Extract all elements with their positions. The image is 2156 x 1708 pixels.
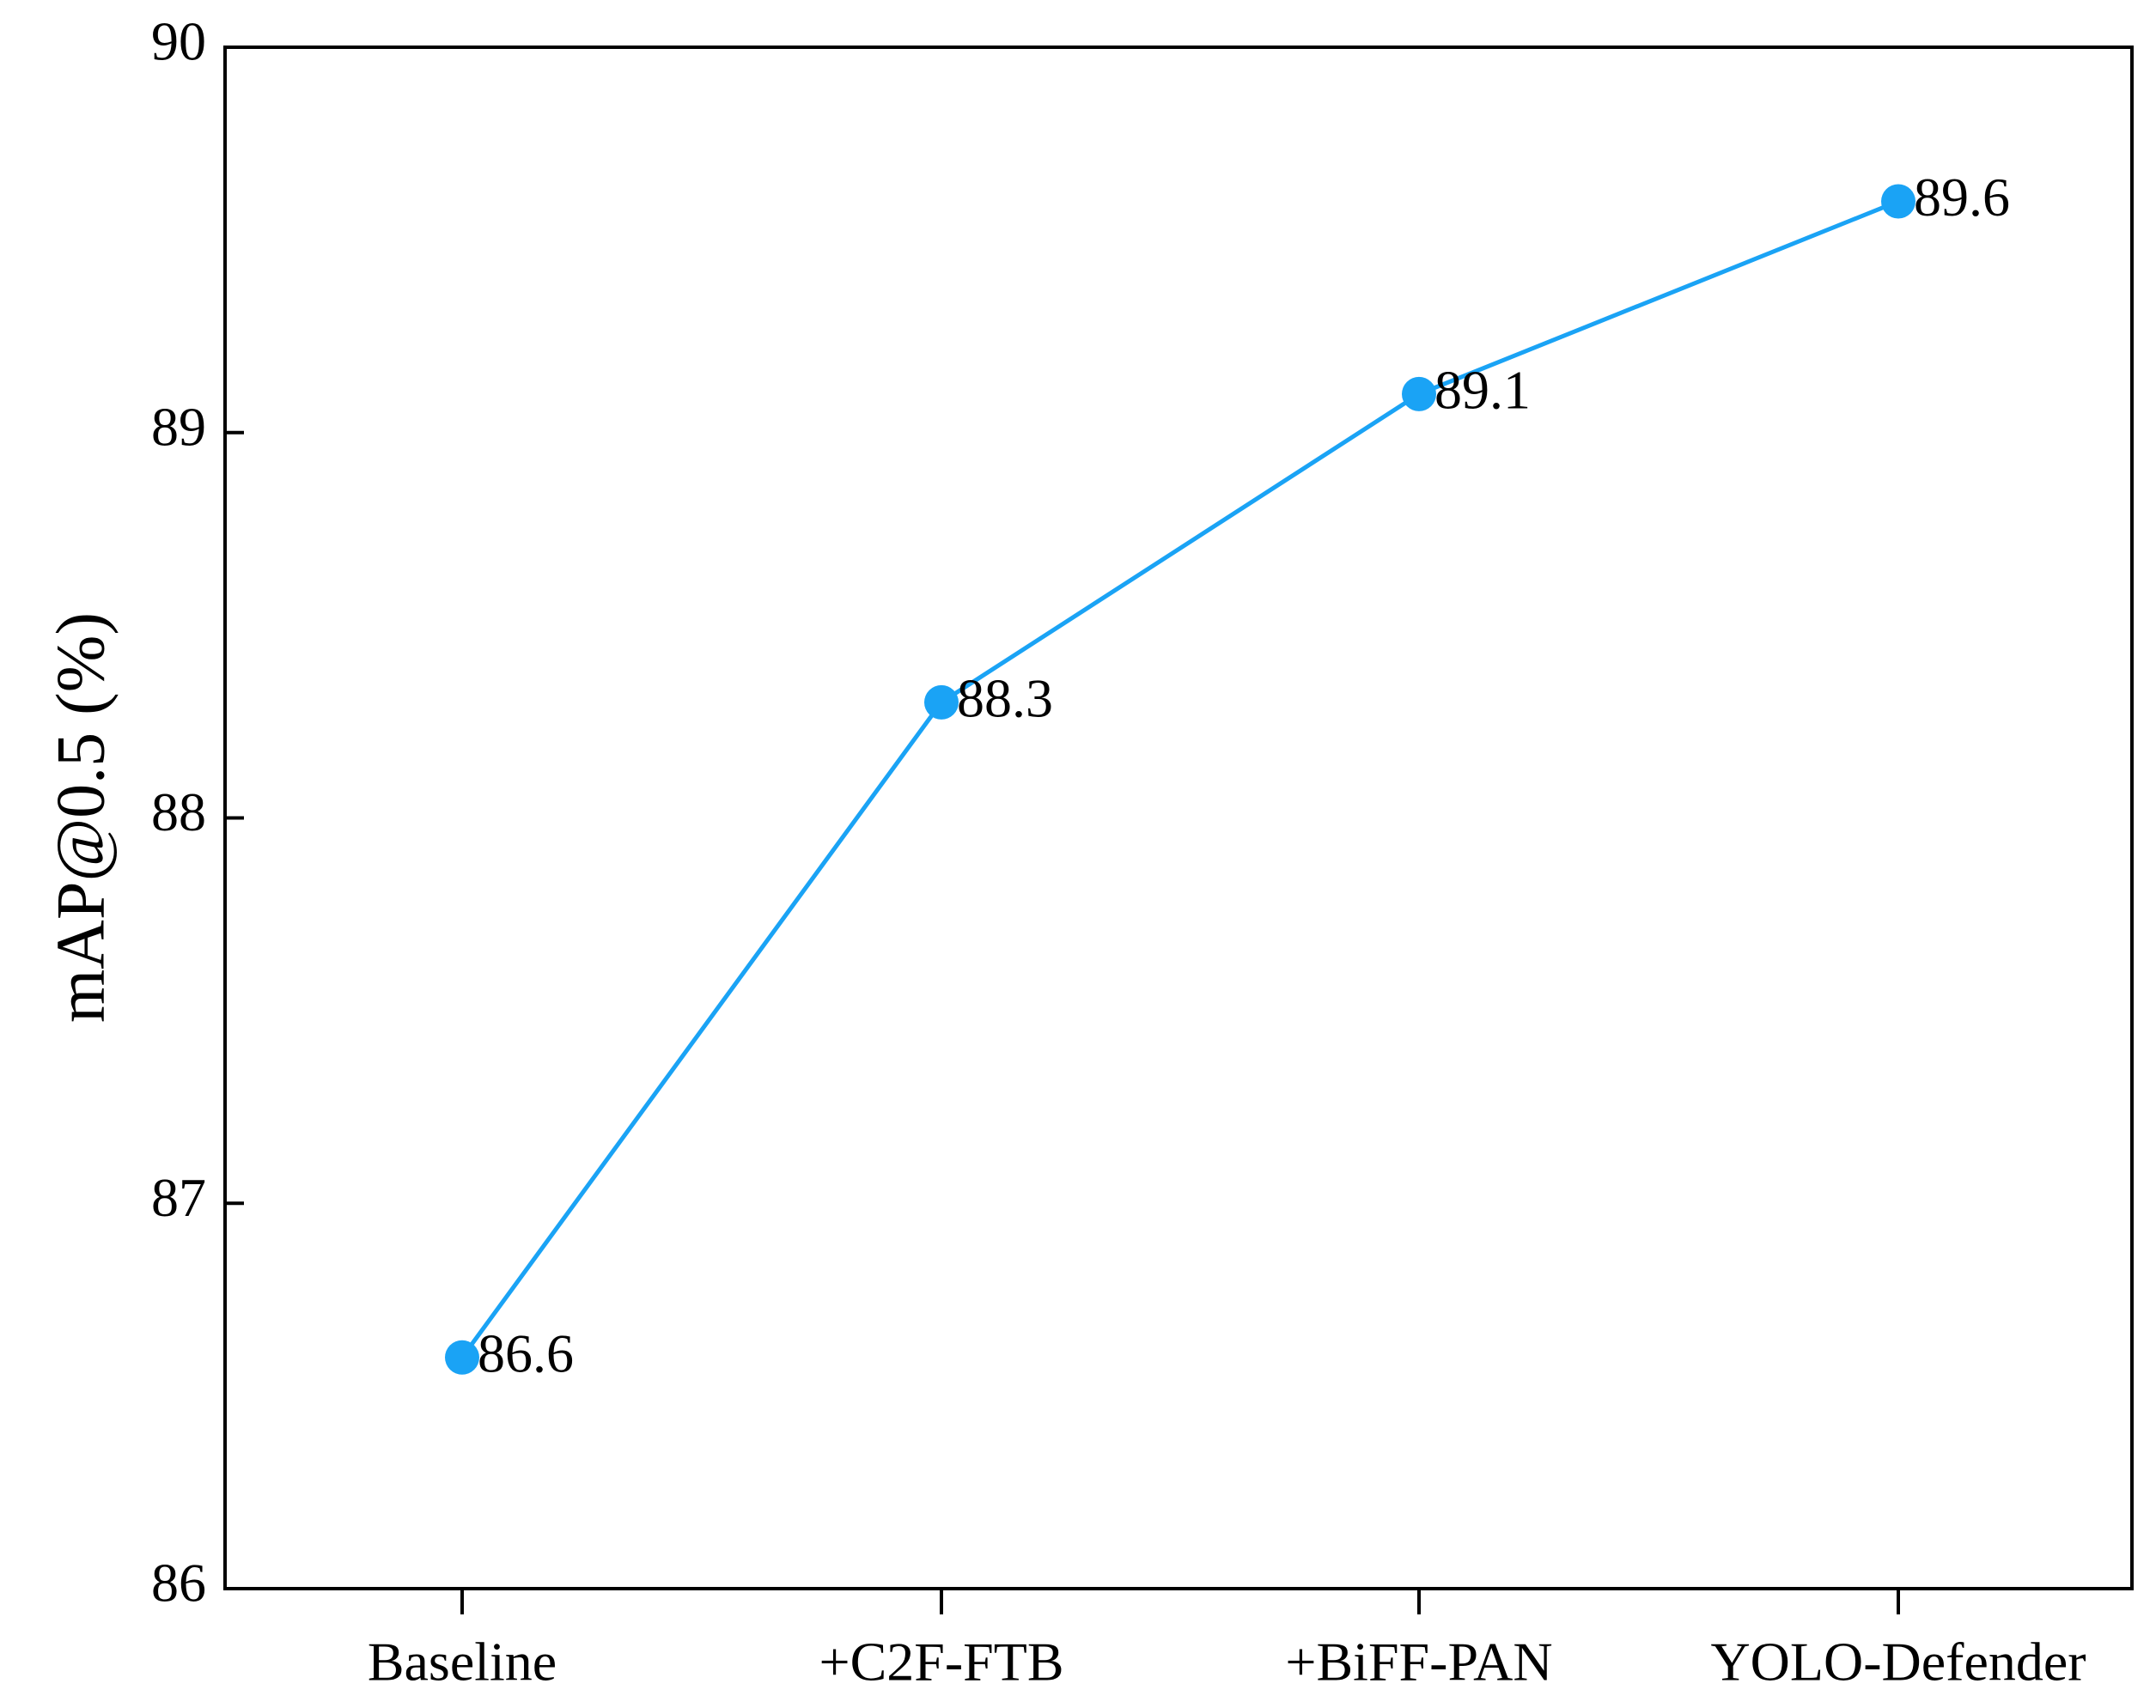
data-point-marker xyxy=(1881,184,1915,219)
data-point-marker xyxy=(1402,376,1436,411)
series-line xyxy=(460,199,1899,1359)
data-label: 89.1 xyxy=(1434,360,1531,421)
y-axis-ticks: 86 87 88 89 90 xyxy=(151,11,244,1614)
x-tick-label: +BiFF-PAN xyxy=(1285,1632,1552,1693)
x-tick-label: Baseline xyxy=(368,1632,557,1693)
x-tick-label: +C2F-FTB xyxy=(819,1632,1063,1693)
data-label: 86.6 xyxy=(478,1322,574,1383)
y-tick-label: 86 xyxy=(151,1553,206,1614)
x-axis-ticks: Baseline +C2F-FTB +BiFF-PAN YOLO-Defender xyxy=(368,1589,2086,1693)
y-tick-label: 87 xyxy=(151,1167,206,1228)
data-label: 89.6 xyxy=(1914,167,2010,228)
y-tick-label: 90 xyxy=(151,11,206,72)
data-label: 88.3 xyxy=(957,668,1053,729)
series-layer: 86.6 88.3 89.1 89.6 xyxy=(445,167,2010,1383)
data-point-marker xyxy=(924,684,959,720)
x-tick-label: YOLO-Defender xyxy=(1710,1632,2086,1693)
y-tick-label: 89 xyxy=(151,396,206,457)
y-tick-label: 88 xyxy=(151,781,206,842)
y-axis-title: mAP@0.5 (%) xyxy=(43,612,119,1023)
data-point-marker xyxy=(445,1340,479,1375)
